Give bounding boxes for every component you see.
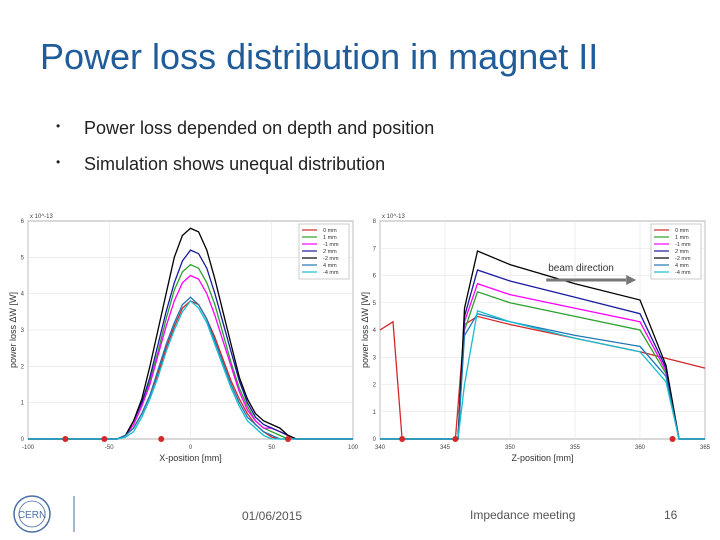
x-tick-label: 360 [635, 445, 646, 451]
legend-entry: -2 mm [675, 256, 691, 262]
data-point-marker [158, 436, 165, 442]
bullet-text: Power loss depended on depth and positio… [84, 118, 435, 138]
legend-entry: 4 mm [323, 263, 337, 269]
y-tick-label: 3 [21, 328, 25, 334]
x-tick-label: 50 [268, 445, 275, 451]
bullet-dot-icon: • [56, 119, 61, 133]
y-tick-label: 1 [373, 410, 377, 416]
x-tick-label: 355 [570, 445, 581, 451]
beam-direction-label: beam direction [548, 263, 614, 274]
footer-page-number: 16 [664, 508, 678, 522]
cern-logo-icon: CERN [13, 495, 75, 533]
x-tick-label: 350 [505, 445, 516, 451]
x-tick-label: 345 [440, 445, 451, 451]
data-point-marker [62, 436, 69, 442]
x-tick-label: -50 [105, 445, 114, 451]
legend-entry: 0 mm [675, 228, 689, 234]
legend-entry: -2 mm [323, 256, 339, 262]
bullet-list: • Power loss depended on depth and positi… [50, 118, 434, 190]
legend-entry: -4 mm [675, 270, 691, 276]
logo-text: CERN [18, 510, 46, 521]
y-tick-label: 1 [21, 401, 25, 407]
y-tick-label: 8 [373, 219, 377, 225]
y-tick-label: 2 [21, 364, 25, 370]
series-line [380, 310, 705, 440]
legend-entry: 4 mm [675, 263, 689, 269]
series-line [380, 250, 705, 440]
axis-exponent-label: x 10^-13 [382, 214, 405, 220]
y-axis-label: power loss ΔW [W] [8, 292, 18, 368]
y-tick-label: 3 [373, 355, 377, 361]
footer-meeting: Impedance meeting [470, 508, 576, 522]
legend-entry: 1 mm [675, 235, 689, 241]
beam-arrow-head-icon [626, 275, 637, 285]
bullet-item: • Power loss depended on depth and positi… [50, 118, 434, 154]
x-tick-label: 365 [700, 445, 711, 451]
legend-entry: 2 mm [675, 249, 689, 255]
axis-exponent-label: x 10^-13 [30, 214, 53, 220]
y-tick-label: 5 [373, 301, 377, 307]
y-tick-label: 0 [373, 437, 377, 443]
y-tick-label: 2 [373, 383, 377, 389]
y-tick-label: 7 [373, 246, 377, 252]
data-point-marker [101, 436, 108, 442]
legend-entry: 0 mm [323, 228, 337, 234]
legend-entry: -1 mm [323, 242, 339, 248]
data-point-marker [399, 436, 406, 442]
slide-title: Power loss distribution in magnet II [40, 36, 599, 77]
y-tick-label: 5 [21, 255, 25, 261]
data-point-marker [452, 436, 459, 442]
legend-entry: -4 mm [323, 270, 339, 276]
legend-entry: -1 mm [675, 242, 691, 248]
y-tick-label: 6 [373, 274, 377, 280]
x-tick-label: 100 [348, 445, 358, 451]
y-tick-label: 0 [21, 437, 25, 443]
x-tick-label: 0 [189, 445, 193, 451]
bullet-text: Simulation shows unequal distribution [84, 154, 386, 174]
x-tick-label: 340 [375, 445, 386, 451]
bullet-dot-icon: • [56, 155, 61, 169]
x-axis-label: X-position [mm] [159, 453, 222, 463]
y-tick-label: 4 [21, 292, 25, 298]
footer-date: 01/06/2015 [242, 509, 303, 523]
chart-x-position: -100 -50 0 50 100 0 1 2 3 4 5 6 x 10^-13 X-position [… [8, 214, 358, 463]
data-point-marker [669, 436, 676, 442]
bullet-item: • Simulation shows unequal distribution [50, 154, 434, 190]
data-point-marker [285, 436, 291, 442]
y-tick-label: 6 [21, 219, 25, 225]
x-axis-label: Z-position [mm] [511, 453, 573, 463]
y-axis-label: power loss ΔW [W] [360, 292, 370, 368]
legend-entry: 1 mm [323, 235, 337, 241]
x-tick-label: -100 [22, 445, 35, 451]
y-tick-label: 4 [373, 328, 377, 334]
legend-entry: 2 mm [323, 249, 337, 255]
